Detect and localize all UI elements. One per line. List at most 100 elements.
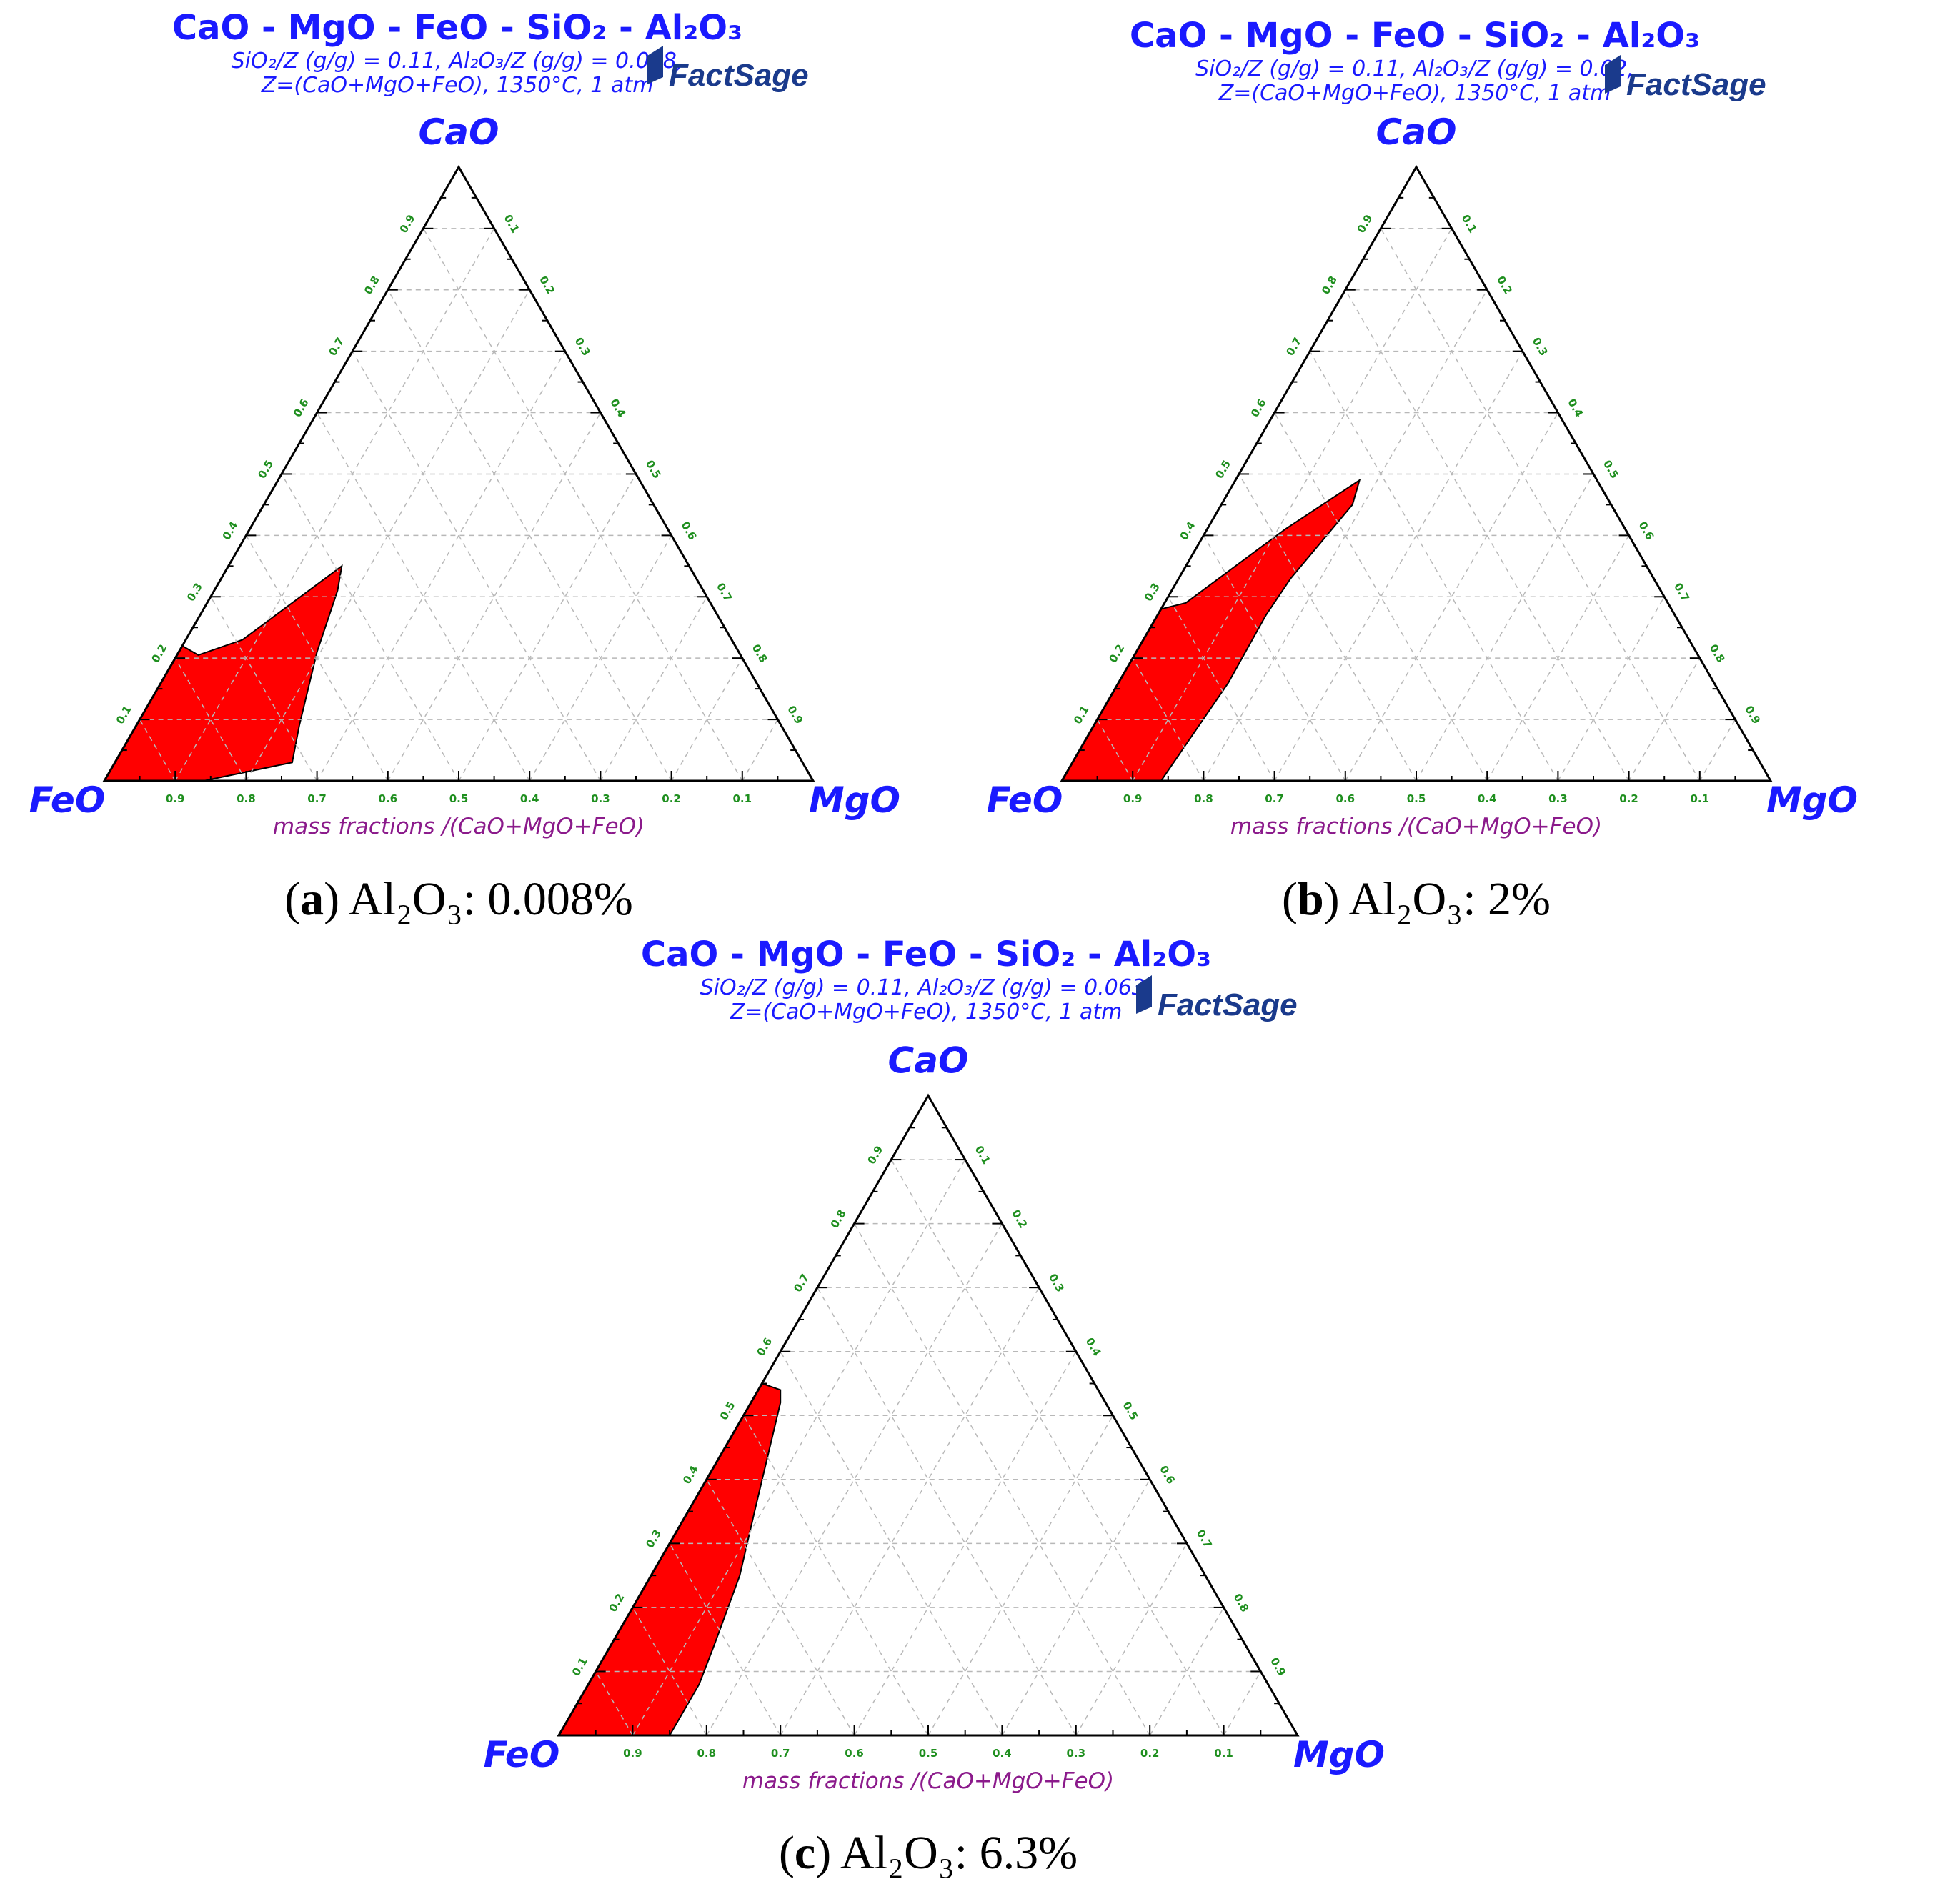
tick-label-right: 0.2 [537,274,557,296]
chart-title: CaO - MgO - FeO - SiO₂ - Al₂O₃ [172,8,742,48]
tick-label-bottom: 0.6 [379,792,398,805]
grid-line-feo [1168,596,1275,782]
grid [139,228,779,782]
tick-label-bottom: 0.5 [1407,792,1426,805]
factsage-logo-mark [1605,55,1621,94]
panel-caption: (c) Al₂O₃: 6.3% [779,1827,1078,1879]
axis-label: mass fractions /(CaO+MgO+FeO) [742,1768,1114,1794]
liquid-region [557,1382,782,1736]
tick-label-right: 0.9 [1742,704,1763,727]
grid-line-feo [706,1479,855,1736]
tick-label-bottom: 0.2 [662,792,681,805]
grid-line-mgo [1132,228,1453,782]
grid-line-mgo [458,474,637,782]
grid-line-mgo [316,351,566,782]
tick-label-left: 0.5 [255,458,276,481]
tick-label-bottom: 0.2 [1140,1747,1160,1760]
tick-label-bottom: 0.5 [919,1747,938,1760]
tick-label-right: 0.8 [1230,1591,1251,1614]
tick-label-left: 0.9 [865,1144,886,1167]
tick-label-bottom: 0.1 [1214,1747,1233,1760]
tick-label-left: 0.1 [114,704,134,727]
tick-label-left: 0.7 [326,335,347,358]
axis-label: mass fractions /(CaO+MgO+FeO) [1230,814,1602,839]
grid [1096,228,1736,782]
tick-label-bottom: 0.6 [1336,792,1356,805]
tick-label-left: 0.2 [149,642,169,665]
tick-label-bottom: 0.3 [1548,792,1568,805]
grid-line-mgo [632,1159,966,1736]
tick-label-bottom: 0.1 [1691,792,1710,805]
apex-label-cao: CaO [419,111,499,153]
grid-line-feo [1238,474,1417,782]
tick-label-bottom: 0.6 [845,1747,864,1760]
tick-label-left: 0.4 [220,519,241,542]
tick-label-bottom: 0.2 [1619,792,1638,805]
tick-label-right: 0.6 [1157,1463,1178,1486]
tick-label-left: 0.7 [791,1272,812,1295]
grid-line-feo [1380,228,1701,782]
tick-label-bottom: 0.9 [166,792,185,805]
tick-label-right: 0.5 [643,458,664,481]
factsage-logo-mark [1136,975,1152,1014]
grid-line-mgo [1075,1542,1188,1736]
tick-label-left: 0.4 [680,1463,701,1486]
apex-label-mgo: MgO [809,779,900,821]
grid-line-feo [1096,719,1133,782]
apex-label-feo: FeO [987,779,1063,821]
tick-label-left: 0.5 [1213,458,1233,481]
factsage-logo: FactSage [1136,975,1298,1022]
chart-title: CaO - MgO - FeO - SiO₂ - Al₂O₃ [641,934,1211,975]
liquid-region [1060,478,1361,782]
factsage-logo: FactSage [1605,55,1766,102]
grid-line-mgo [1149,1607,1225,1736]
grid-line-feo [245,534,389,782]
grid-line-feo [352,351,602,782]
tick-label-left: 0.8 [1319,274,1340,296]
tick-label-left: 0.6 [1248,397,1269,419]
grid-line-feo [817,1287,1077,1736]
tick-label-bottom: 0.9 [623,1747,642,1760]
factsage-logo: FactSage [647,46,809,93]
tick-label-left: 0.7 [1283,335,1304,358]
tick-label-bottom: 0.7 [1265,792,1284,805]
tick-label-left: 0.6 [291,397,312,419]
tick-label-right: 0.8 [1707,642,1728,665]
grid-line-mgo [600,596,707,782]
apex-label-mgo: MgO [1293,1734,1385,1775]
grid-line-mgo [1001,1479,1150,1736]
chart-subtitle-line2: Z=(CaO+MgO+FeO), 1350°C, 1 atm [1218,81,1611,106]
tick-label-bottom: 0.8 [1194,792,1213,805]
grid-line-feo [632,1607,707,1736]
grid-line-feo [853,1223,1150,1736]
tick-label-bottom: 0.3 [591,792,610,805]
tick-label-left: 0.1 [1071,704,1092,727]
tick-label-bottom: 0.4 [993,1747,1012,1760]
chart-subtitle-line1: SiO₂/Z (g/g) = 0.11, Al₂O₃/Z (g/g) = 0.0… [232,49,684,74]
chart-subtitle-line2: Z=(CaO+MgO+FeO), 1350°C, 1 atm [730,1000,1123,1025]
factsage-logo-mark [647,46,663,84]
grid-line-feo [422,228,743,782]
panel-caption: (b) Al₂O₃: 2% [1282,873,1551,925]
tick-label-right: 0.3 [1046,1272,1067,1295]
tick-label-left: 0.2 [1106,642,1127,665]
tick-label-right: 0.6 [678,519,699,542]
tick-label-right: 0.2 [1009,1207,1030,1230]
tick-label-right: 0.6 [1636,519,1656,542]
factsage-logo-text: FactSage [1626,67,1766,102]
tick-label-bottom: 0.7 [771,1747,790,1760]
chart-subtitle-line1: SiO₂/Z (g/g) = 0.11, Al₂O₃/Z (g/g) = 0.0… [700,975,1153,1000]
tick-label-left: 0.3 [643,1527,664,1550]
grid-line-feo [316,412,530,782]
grid-line-mgo [1273,351,1523,782]
grid-line-mgo [706,1223,1003,1736]
grid-line-mgo [1699,719,1736,782]
tick-label-left: 0.8 [828,1207,849,1230]
tick-label-left: 0.5 [717,1400,738,1422]
grid-line-mgo [529,534,672,782]
tick-label-right: 0.3 [572,335,593,358]
chart-title: CaO - MgO - FeO - SiO₂ - Al₂O₃ [1130,16,1700,56]
tick-label-right: 0.7 [1671,581,1692,604]
